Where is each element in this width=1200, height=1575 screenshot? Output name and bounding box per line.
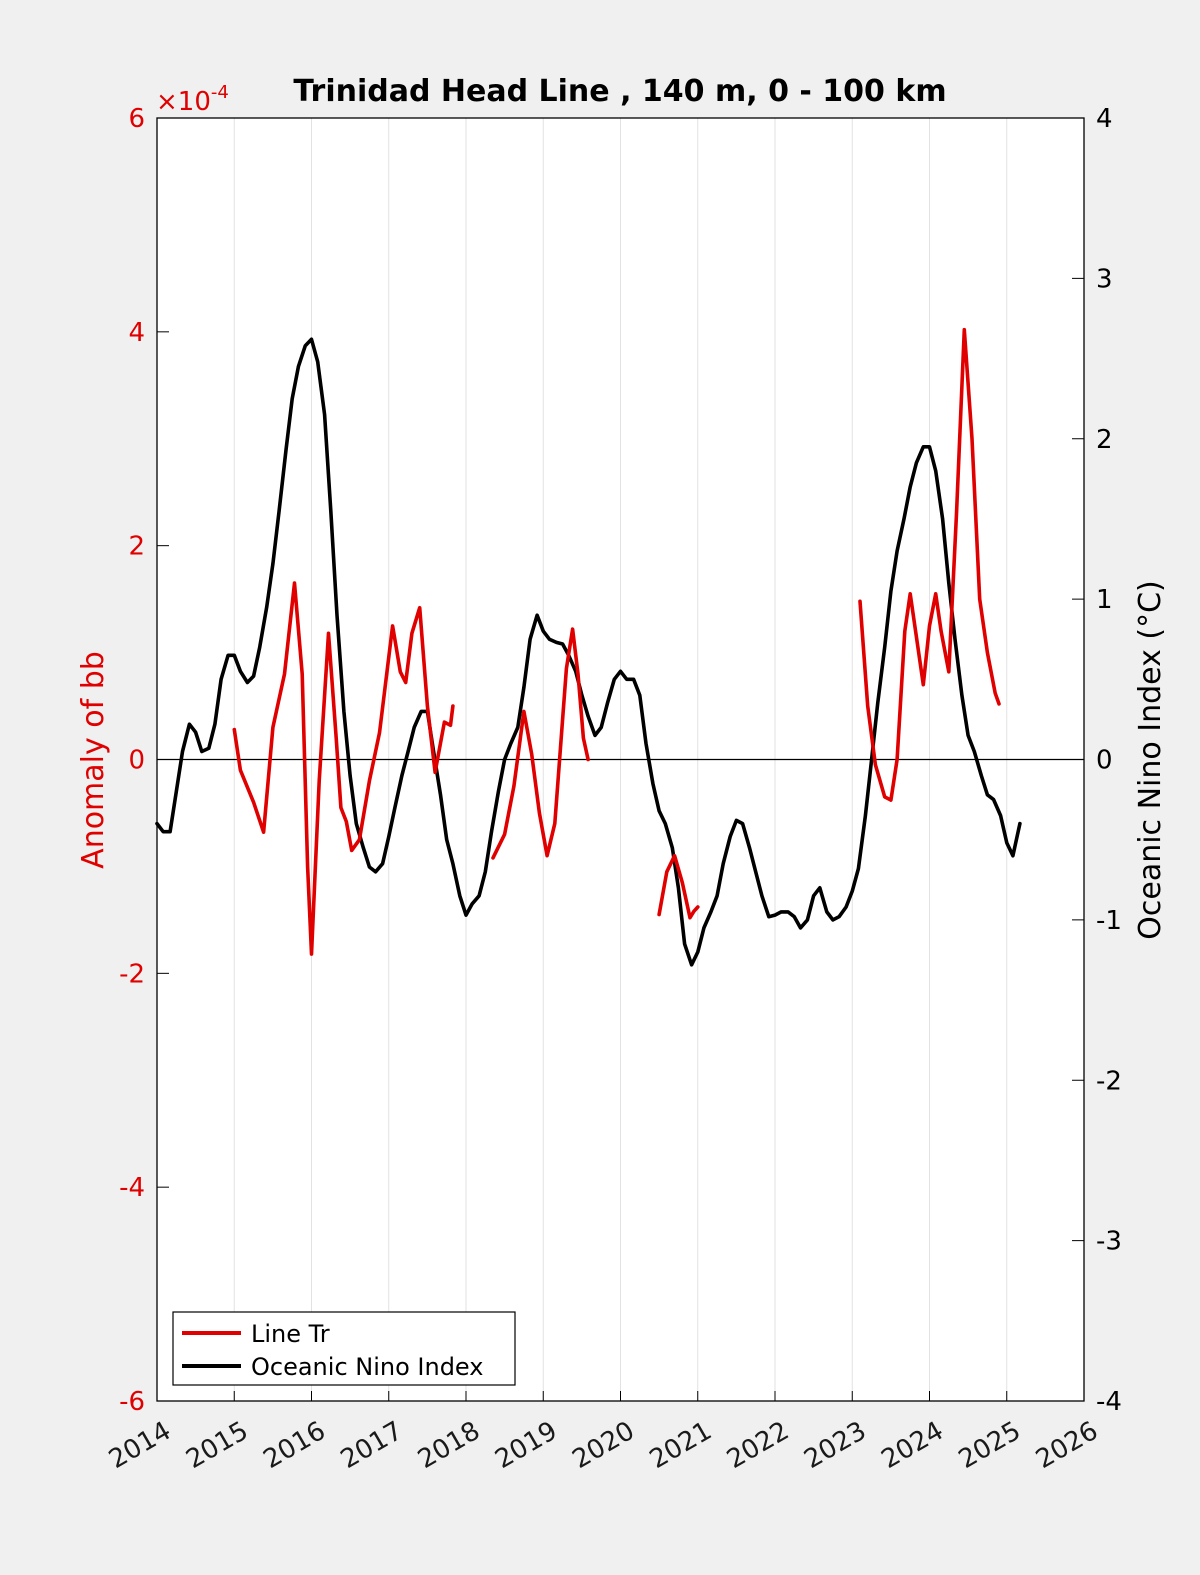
series-line-line-tr-segment-3 bbox=[657, 853, 700, 920]
right-tick-label--4: -4 bbox=[1096, 1387, 1122, 1417]
left-axis: -6 -4 -2 0 2 4 6 bbox=[119, 104, 169, 1417]
legend: Line Tr Oceanic Nino Index bbox=[172, 1311, 516, 1386]
left-tick-label-0: 0 bbox=[128, 746, 145, 776]
right-tick-label--1: -1 bbox=[1096, 906, 1122, 936]
series-line-line-tr-segment-4 bbox=[858, 327, 1001, 802]
right-tick-label--2: -2 bbox=[1096, 1066, 1122, 1096]
series-line-line-tr-segment-1 bbox=[232, 581, 455, 956]
right-tick-label-3: 3 bbox=[1096, 264, 1113, 294]
left-tick-label-6: 6 bbox=[128, 104, 145, 134]
right-tick-label--3: -3 bbox=[1096, 1227, 1122, 1257]
series-line-oceanic-nino-index bbox=[155, 337, 1022, 967]
right-tick-label-4: 4 bbox=[1096, 104, 1113, 134]
legend-label-oni: Oceanic Nino Index bbox=[251, 1353, 483, 1381]
left-axis-multiplier: ×10-4 bbox=[156, 82, 229, 117]
right-tick-label-0: 0 bbox=[1096, 746, 1113, 776]
left-tick-label-2: 2 bbox=[128, 532, 145, 562]
series-layer bbox=[155, 327, 1022, 967]
right-axis: -4 -3 -2 -1 0 1 2 3 4 bbox=[1072, 104, 1122, 1417]
series-line-line-tr-segment-2 bbox=[491, 627, 590, 860]
chart-title: Trinidad Head Line , 140 m, 0 - 100 km bbox=[293, 74, 946, 109]
left-tick-label--4: -4 bbox=[119, 1173, 145, 1203]
right-tick-label-2: 2 bbox=[1096, 425, 1113, 455]
legend-box bbox=[172, 1311, 516, 1386]
left-tick-label--6: -6 bbox=[119, 1387, 145, 1417]
right-tick-label-1: 1 bbox=[1096, 585, 1113, 615]
legend-label-line-tr: Line Tr bbox=[251, 1320, 330, 1348]
left-tick-label-4: 4 bbox=[128, 318, 145, 348]
left-tick-label--2: -2 bbox=[119, 959, 145, 989]
left-axis-label: Anomaly of bb bbox=[76, 651, 111, 869]
right-axis-label: Oceanic Nino Index (°C) bbox=[1133, 580, 1168, 940]
